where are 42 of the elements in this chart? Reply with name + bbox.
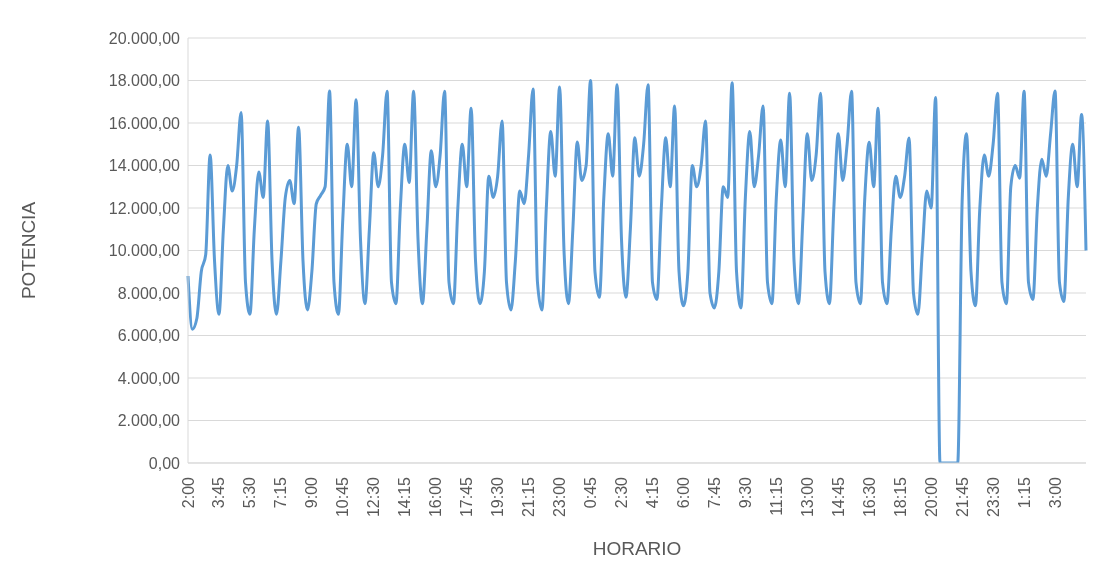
x-tick-label: 2:00 <box>179 476 197 509</box>
x-tick-label: 19:30 <box>489 476 507 518</box>
x-tick-label: 13:00 <box>798 476 816 518</box>
x-tick-label: 12:30 <box>365 476 383 518</box>
y-axis-title: POTENCIA <box>17 201 39 300</box>
x-tick-label: 0:45 <box>582 476 600 509</box>
y-tick-label: 12.000,00 <box>108 199 181 217</box>
x-tick-label: 2:30 <box>613 476 631 509</box>
y-tick-label: 18.000,00 <box>108 72 181 90</box>
x-tick-label: 23:00 <box>551 476 569 518</box>
x-tick-label: 1:15 <box>1015 476 1033 509</box>
y-tick-label: 2.000,00 <box>117 412 181 430</box>
x-tick-label: 3:45 <box>210 476 228 509</box>
x-tick-label: 9:00 <box>303 476 321 509</box>
x-tick-label: 6:00 <box>674 476 692 509</box>
x-tick-label: 20:00 <box>922 476 940 518</box>
x-tick-label: 11:15 <box>767 476 785 516</box>
x-tick-label: 14:45 <box>829 476 847 518</box>
y-tick-label: 14.000,00 <box>108 157 181 175</box>
y-tick-label: 4.000,00 <box>117 369 181 387</box>
x-tick-label: 9:30 <box>736 476 754 509</box>
x-tick-label: 14:15 <box>396 476 414 518</box>
x-tick-label: 10:45 <box>334 476 352 518</box>
x-tick-label: 7:15 <box>272 476 290 509</box>
x-tick-label: 4:15 <box>643 476 661 509</box>
y-tick-label: 8.000,00 <box>117 284 181 302</box>
x-tick-label: 17:45 <box>458 476 476 518</box>
x-tick-label: 16:30 <box>860 476 878 518</box>
x-tick-label: 23:30 <box>984 476 1002 518</box>
x-tick-label: 16:00 <box>427 476 445 518</box>
y-tick-label: 0,00 <box>148 454 181 472</box>
x-tick-label: 21:45 <box>953 476 971 518</box>
y-tick-label: 6.000,00 <box>117 327 181 345</box>
x-tick-label: 21:15 <box>520 476 538 518</box>
y-tick-label: 20.000,00 <box>108 29 181 47</box>
x-tick-label: 18:15 <box>891 476 909 518</box>
x-tick-label: 7:45 <box>705 476 723 509</box>
x-tick-label: 3:00 <box>1046 476 1064 509</box>
x-axis-title: HORARIO <box>592 538 682 559</box>
x-tick-label: 5:30 <box>241 476 259 509</box>
y-tick-label: 10.000,00 <box>108 242 181 260</box>
y-tick-label: 16.000,00 <box>108 114 181 132</box>
